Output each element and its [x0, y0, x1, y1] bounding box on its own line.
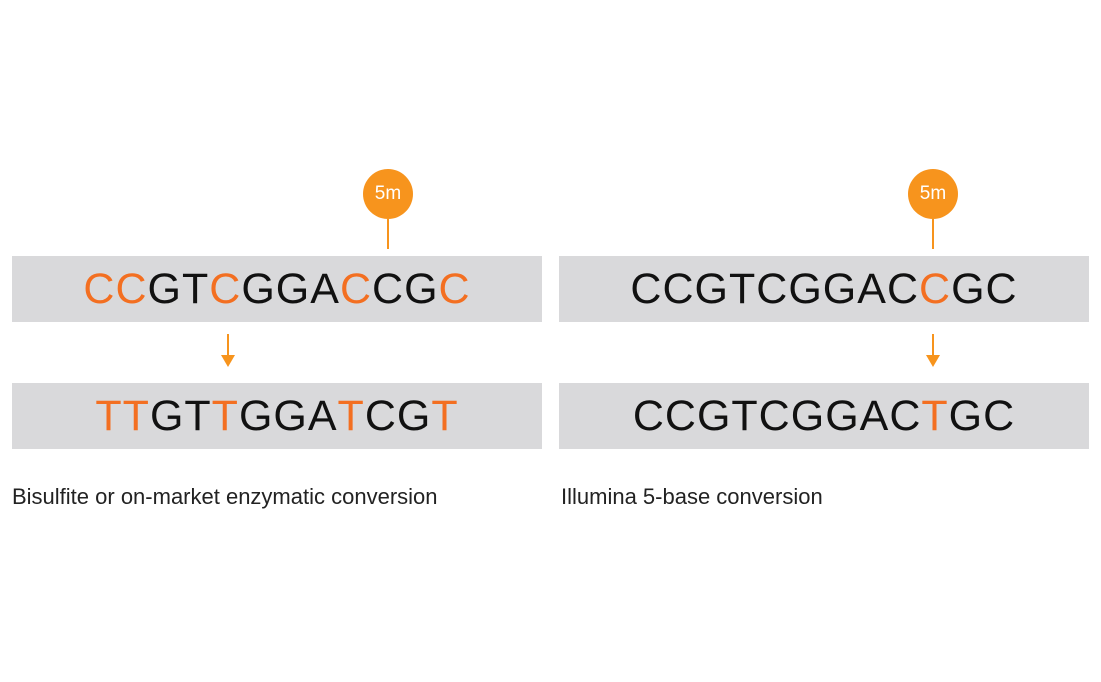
base: C: [983, 391, 1016, 440]
base: A: [310, 264, 340, 313]
base: C: [209, 264, 242, 313]
base: C: [919, 264, 952, 313]
caption: Illumina 5-base conversion: [561, 484, 823, 509]
base: G: [822, 264, 858, 313]
base: C: [339, 264, 372, 313]
base: G: [149, 391, 185, 440]
marker-stem: [932, 219, 934, 249]
base: C: [364, 391, 397, 440]
base: G: [147, 264, 182, 313]
base: G: [273, 391, 308, 440]
base: A: [857, 264, 887, 313]
down-arrow-icon: [926, 334, 940, 367]
base: A: [859, 391, 890, 440]
base: G: [238, 391, 274, 440]
base: C: [985, 264, 1018, 313]
base: G: [694, 264, 729, 313]
base: T: [182, 264, 210, 313]
base: C: [372, 264, 405, 313]
base: G: [825, 391, 860, 440]
methylation-marker: 5m: [363, 169, 413, 219]
base: G: [396, 391, 432, 440]
base: T: [211, 391, 239, 440]
base: T: [337, 391, 365, 440]
base: G: [404, 264, 439, 313]
base: G: [241, 264, 276, 313]
base: C: [662, 264, 695, 313]
base: T: [122, 391, 150, 440]
base: G: [275, 264, 311, 313]
base: C: [758, 391, 791, 440]
base: G: [948, 391, 984, 440]
base: C: [886, 264, 919, 313]
base: G: [696, 391, 732, 440]
methylation-marker: 5m: [908, 169, 958, 219]
base: T: [431, 391, 459, 440]
base: C: [889, 391, 922, 440]
base: G: [788, 264, 823, 313]
base: C: [83, 264, 116, 313]
base: T: [921, 391, 949, 440]
base: T: [95, 391, 123, 440]
base: C: [632, 391, 665, 440]
base: T: [184, 391, 212, 440]
base: C: [115, 264, 148, 313]
base: G: [790, 391, 826, 440]
down-arrow-icon: [221, 334, 235, 367]
marker-stem: [387, 219, 389, 249]
base: G: [951, 264, 986, 313]
base: A: [307, 391, 338, 440]
base: T: [731, 391, 759, 440]
base: C: [756, 264, 789, 313]
caption: Bisulfite or on-market enzymatic convers…: [12, 484, 438, 509]
base: T: [729, 264, 757, 313]
base: C: [438, 264, 471, 313]
base: C: [630, 264, 663, 313]
base: C: [664, 391, 697, 440]
